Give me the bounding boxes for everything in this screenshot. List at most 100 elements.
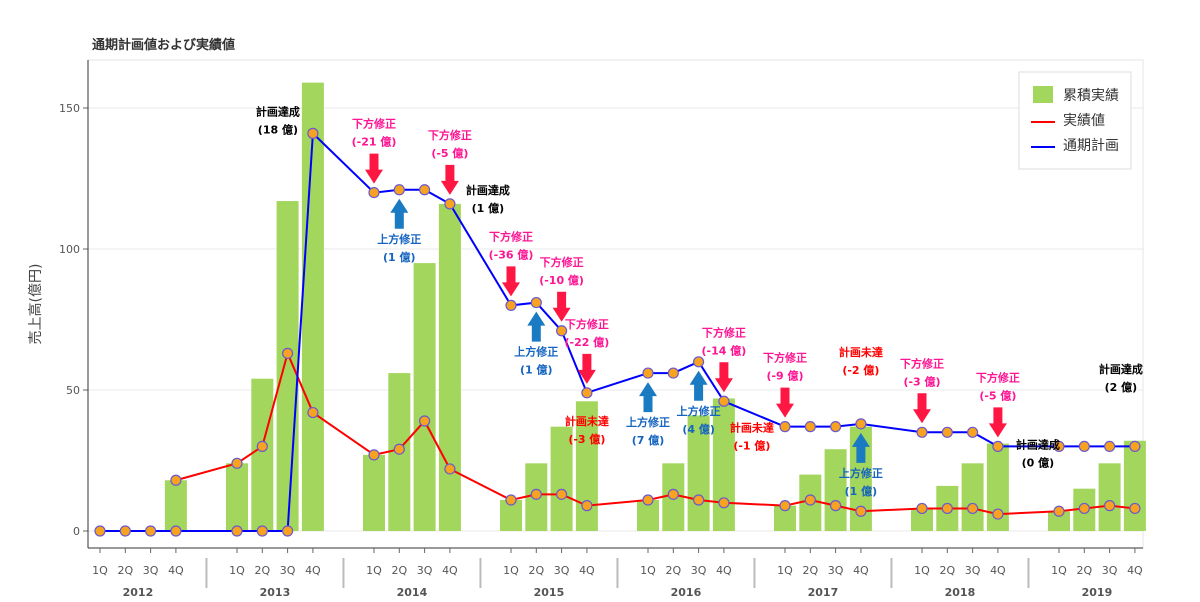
annotation-label: (-5 億) — [431, 146, 468, 160]
annotation-label: (-21 億) — [352, 135, 397, 149]
year-label: 2013 — [260, 586, 291, 599]
bar-cumulative — [251, 378, 274, 531]
annotation-label: (-2 億) — [842, 363, 879, 377]
point-plan — [419, 184, 431, 196]
point-plan — [505, 299, 517, 311]
bar-cumulative — [849, 426, 872, 531]
point-actual — [829, 500, 842, 512]
y-tick-label: 50 — [66, 384, 80, 397]
bar-cumulative — [637, 499, 659, 531]
x-tick-label: 1Q — [640, 564, 656, 577]
point-plan — [555, 325, 568, 337]
point-actual — [444, 463, 456, 475]
annotation-label: 下方修正 — [702, 325, 746, 339]
chart-title: 通期計画値および実績値 — [92, 38, 236, 53]
annotation-label: (1 億) — [383, 250, 416, 264]
point-plan — [829, 421, 842, 433]
annotation-label: 計画達成 — [256, 104, 300, 118]
bar-cumulative — [986, 443, 1009, 531]
x-tick-label: 4Q — [990, 564, 1006, 577]
point-plan — [718, 395, 730, 407]
x-tick-label: 3Q — [280, 564, 296, 577]
x-tick-label: 3Q — [554, 564, 570, 577]
point-actual — [282, 347, 294, 359]
up-arrow — [527, 311, 546, 342]
annotation-label: (-3 億) — [903, 374, 940, 388]
x-tick-label: 4Q — [579, 564, 595, 577]
point-plan — [530, 296, 542, 309]
point-actual — [307, 406, 319, 419]
annotation-label: (2 億) — [1105, 380, 1138, 394]
point-plan — [119, 525, 131, 537]
up-arrow — [639, 382, 657, 413]
annotation-label: (-1 億) — [733, 438, 770, 452]
annotation-label: (1 億) — [472, 201, 505, 215]
point-plan — [1053, 440, 1065, 452]
year-label: 2015 — [534, 586, 565, 599]
up-arrow — [390, 198, 409, 229]
annotation-label: (0 億) — [1022, 455, 1055, 469]
point-plan — [307, 127, 319, 139]
bar-cumulative — [575, 401, 598, 531]
point-plan — [444, 198, 456, 210]
x-tick-label: 2Q — [802, 564, 818, 577]
annotation-label: 計画達成 — [466, 183, 510, 197]
bar-cumulative — [774, 505, 796, 531]
x-tick-label: 3Q — [691, 564, 707, 577]
x-tick-label: 2Q — [1076, 564, 1092, 577]
annotation-label: 上方修正 — [677, 404, 721, 418]
point-actual — [256, 440, 268, 452]
y-tick-label: 0 — [73, 525, 80, 538]
down-arrow — [776, 387, 794, 418]
point-actual — [368, 449, 380, 461]
up-arrow — [851, 432, 870, 463]
point-actual — [581, 500, 593, 512]
point-plan — [642, 367, 654, 379]
bar-cumulative — [500, 499, 522, 531]
x-tick-label: 2Q — [391, 564, 407, 577]
annotation-label: 下方修正 — [428, 128, 472, 142]
point-actual — [941, 502, 953, 515]
annotation-label: 下方修正 — [763, 351, 807, 365]
point-plan — [282, 525, 294, 537]
annotation-label: (4 億) — [682, 422, 715, 436]
point-actual — [667, 488, 679, 500]
point-plan — [1129, 440, 1141, 452]
point-actual — [779, 500, 791, 512]
x-tick-label: 1Q — [503, 564, 519, 577]
point-actual — [642, 494, 654, 506]
point-plan — [1078, 440, 1090, 452]
annotation-label: (18 億) — [258, 122, 298, 136]
annotation-label: 下方修正 — [900, 356, 944, 370]
bar-cumulative — [363, 454, 385, 531]
year-label: 2012 — [123, 586, 154, 599]
year-label: 2014 — [397, 586, 428, 599]
year-label: 2016 — [671, 586, 702, 599]
point-plan — [1103, 440, 1116, 452]
x-tick-label: 4Q — [442, 564, 458, 577]
point-actual — [170, 474, 182, 486]
down-arrow — [988, 407, 1007, 438]
bar-cumulative — [1098, 463, 1121, 531]
annotation-label: 計画達成 — [1099, 362, 1143, 376]
point-actual — [1103, 500, 1116, 512]
point-actual — [231, 457, 243, 469]
point-plan — [393, 184, 405, 196]
x-tick-label: 3Q — [965, 564, 981, 577]
bar-cumulative — [301, 82, 324, 532]
x-tick-label: 4Q — [305, 564, 321, 577]
annotation-label: 下方修正 — [565, 317, 609, 331]
bar-cumulative — [911, 508, 933, 531]
point-actual — [804, 494, 816, 506]
point-plan — [256, 525, 268, 537]
point-plan — [992, 440, 1004, 452]
down-arrow — [714, 362, 733, 393]
annotation-label: 計画達成 — [1016, 437, 1060, 451]
legend-entry: 実績値 — [1063, 113, 1105, 129]
annotation-label: (-9 億) — [766, 369, 803, 383]
point-actual — [530, 488, 542, 500]
point-plan — [916, 426, 928, 438]
point-plan — [368, 187, 380, 199]
point-plan — [941, 426, 953, 438]
